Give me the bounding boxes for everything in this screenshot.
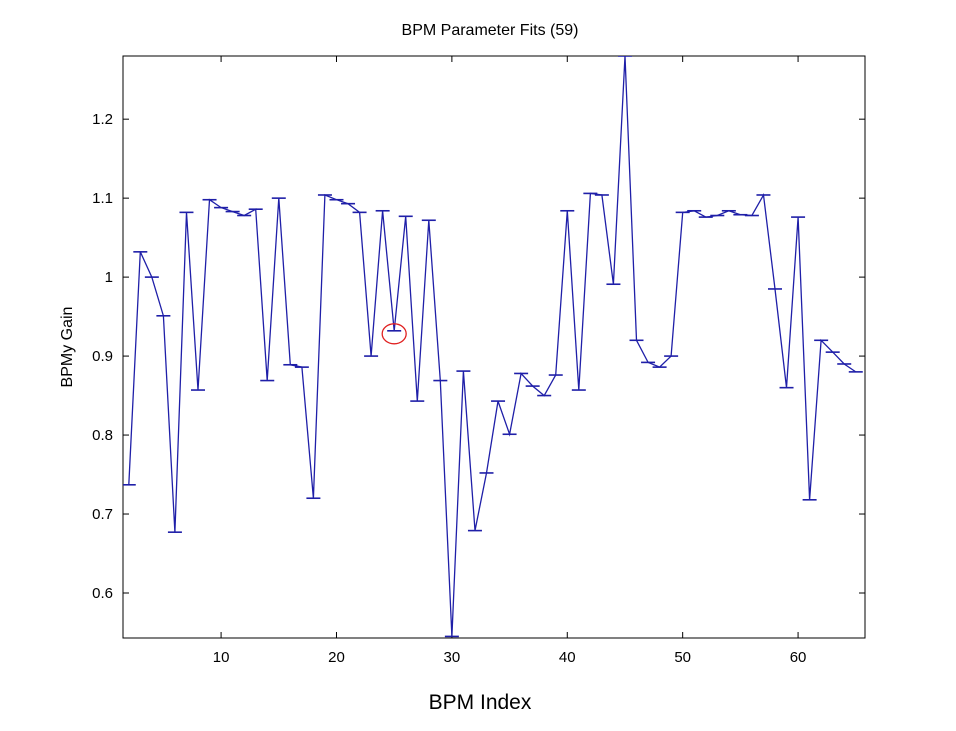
- x-tick-label: 40: [559, 649, 576, 666]
- y-tick-label: 1.2: [92, 111, 113, 128]
- y-tick-label: 1.1: [92, 190, 113, 207]
- x-tick-label: 30: [444, 649, 461, 666]
- x-tick-label: 20: [328, 649, 345, 666]
- series-line: [128, 56, 857, 637]
- y-tick-label: 1: [105, 269, 113, 286]
- y-tick-label: 0.9: [92, 348, 113, 365]
- series-markers: [123, 56, 863, 638]
- y-tick-label: 0.7: [92, 506, 113, 523]
- chart-title: BPM Parameter Fits (59): [402, 22, 579, 39]
- x-axis-label: BPM Index: [429, 691, 532, 714]
- plot-area-frame: [122, 55, 866, 639]
- x-tick-label: 60: [790, 649, 807, 666]
- x-tick-label: 50: [674, 649, 691, 666]
- x-tick-label: 10: [213, 649, 230, 666]
- y-axis-label: BPMy Gain: [59, 307, 76, 388]
- x-axis-ticks: 10 20 30 40 50 60: [213, 56, 807, 666]
- y-axis-ticks: 0.6 0.7 0.8 0.9 1 1.1 1.2: [92, 111, 865, 602]
- y-tick-label: 0.8: [92, 427, 113, 444]
- highlighted-point-circle: [381, 323, 407, 345]
- y-tick-label: 0.6: [92, 585, 113, 602]
